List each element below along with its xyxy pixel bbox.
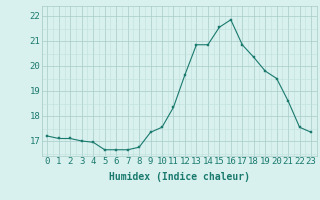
X-axis label: Humidex (Indice chaleur): Humidex (Indice chaleur) xyxy=(109,172,250,182)
